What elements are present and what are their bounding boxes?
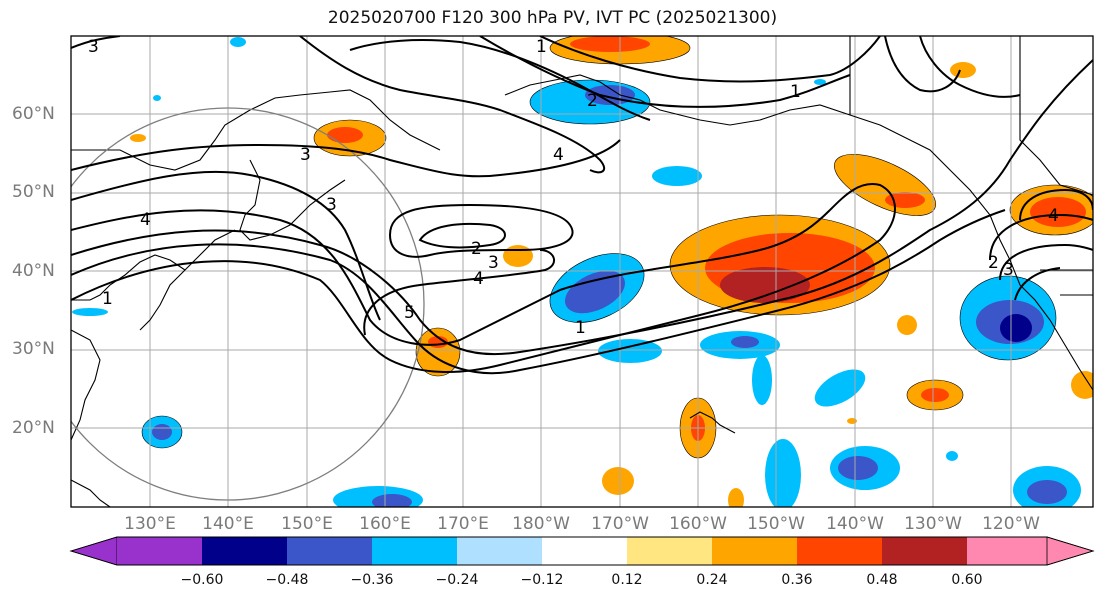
colorbar-tick-label: 0.36 xyxy=(781,572,813,588)
anomaly-blob xyxy=(1071,371,1093,399)
anomaly-blob xyxy=(570,36,650,52)
contour-label: 2 xyxy=(471,239,482,259)
lon-label: 160°W xyxy=(669,514,727,534)
colorbar-tick-label: −0.60 xyxy=(180,572,224,588)
anomaly-blob xyxy=(946,451,958,461)
anomaly-blob xyxy=(838,456,878,480)
contour-label: 1 xyxy=(536,37,547,57)
colorbar-segment xyxy=(117,537,202,565)
lat-label: 20°N xyxy=(12,418,55,438)
anomaly-blob xyxy=(152,424,172,440)
colorbar-segment xyxy=(797,537,882,565)
anomaly-blob xyxy=(598,339,662,363)
contour-label: 1 xyxy=(790,82,801,102)
anomaly-blob xyxy=(602,467,634,495)
colorbar-tick-label: −0.48 xyxy=(265,572,309,588)
colorbar-segment xyxy=(202,537,287,565)
lat-label: 50°N xyxy=(12,182,55,202)
contour-label: 3 xyxy=(300,145,311,165)
anomaly-blob xyxy=(1027,480,1067,504)
contour-label: 2 xyxy=(988,253,999,273)
anomaly-blob xyxy=(720,267,810,303)
contour-label: 3 xyxy=(326,195,337,215)
colorbar-tick-label: 0.60 xyxy=(951,572,983,588)
anomaly-blob xyxy=(372,494,412,507)
colorbar-segment xyxy=(967,537,1047,565)
lon-label: 120°W xyxy=(982,514,1040,534)
anomaly-blob xyxy=(765,439,801,507)
contour-label: 4 xyxy=(553,145,564,165)
positive-anomaly-shading xyxy=(130,36,1093,507)
anomaly-blob xyxy=(752,355,772,405)
anomaly-blob xyxy=(652,166,702,186)
anomaly-blob xyxy=(230,37,246,47)
anomaly-blob xyxy=(728,488,744,507)
contour-label: 5 xyxy=(404,303,415,323)
lon-label: 170°E xyxy=(437,514,489,534)
contour-label: 3 xyxy=(488,253,499,273)
anomaly-blob xyxy=(1030,197,1086,227)
lon-label: 140°E xyxy=(202,514,254,534)
colorbar-segment xyxy=(627,537,712,565)
map-panel: 3 1 2 1 3 4 2 3 4 5 1 1 4 3 2 3 4 xyxy=(71,36,1093,507)
colorbar-segment xyxy=(287,537,372,565)
lon-label: 150°W xyxy=(747,514,805,534)
anomaly-blob xyxy=(415,327,461,377)
contour-label: 1 xyxy=(575,318,586,338)
map-title: 2025020700 F120 300 hPa PV, IVT PC (2025… xyxy=(327,8,778,28)
colorbar-tick-label: 0.12 xyxy=(611,572,643,588)
anomaly-blob xyxy=(153,95,161,101)
colorbar-tick-label: −0.36 xyxy=(350,572,394,588)
lon-label: 130°E xyxy=(124,514,176,534)
negative-anomaly-shading xyxy=(72,37,1081,507)
anomaly-blob xyxy=(814,369,866,407)
contour-label: 1 xyxy=(102,289,113,309)
anomaly-blob xyxy=(1000,314,1032,342)
contour-label: 2 xyxy=(587,91,598,111)
anomaly-blob xyxy=(72,308,108,316)
contour-label: 4 xyxy=(473,269,484,289)
anomaly-blob xyxy=(130,134,146,142)
radius-circle xyxy=(71,107,425,501)
colorbar-tick-label: −0.12 xyxy=(520,572,564,588)
colorbar-segment xyxy=(457,537,542,565)
colorbar-segment xyxy=(712,537,797,565)
anomaly-blob xyxy=(503,245,533,267)
colorbar-tick-label: −0.24 xyxy=(435,572,479,588)
anomaly-blob xyxy=(731,336,759,348)
lon-label: 140°W xyxy=(826,514,884,534)
colorbar-extend-right xyxy=(1046,536,1095,566)
colorbar xyxy=(69,536,1095,566)
contour-label: 4 xyxy=(140,210,151,230)
lat-label: 60°N xyxy=(12,104,55,124)
colorbar-tick-label: 0.48 xyxy=(866,572,898,588)
colorbar-segment xyxy=(542,537,627,565)
contour-label: 3 xyxy=(88,37,99,57)
map-frame xyxy=(70,35,1094,508)
colorbar-outline xyxy=(69,536,1095,566)
lon-label: 130°W xyxy=(904,514,962,534)
anomaly-blob xyxy=(897,315,917,335)
lon-label: 150°E xyxy=(281,514,333,534)
anomaly-blob xyxy=(950,62,976,78)
lat-label: 40°N xyxy=(12,261,55,281)
lon-label: 160°E xyxy=(359,514,411,534)
anomaly-blob xyxy=(565,270,625,314)
ivt-contours xyxy=(71,36,1093,375)
anomaly-blob xyxy=(921,388,949,402)
anomaly-blob xyxy=(814,79,826,85)
lon-label: 170°W xyxy=(591,514,649,534)
contour-label: 3 xyxy=(1003,260,1014,280)
anomaly-blob xyxy=(327,127,363,143)
colorbar-segment xyxy=(882,537,967,565)
colorbar-tick-label: 0.24 xyxy=(696,572,728,588)
colorbar-segment xyxy=(372,537,457,565)
contour-label: 4 xyxy=(1048,206,1059,226)
colorbar-extend-left xyxy=(69,536,118,566)
contour-labels: 3 1 2 1 3 4 2 3 4 5 1 1 4 3 2 3 4 xyxy=(88,37,1059,338)
lat-label: 30°N xyxy=(12,339,55,359)
lon-label: 180°W xyxy=(512,514,570,534)
